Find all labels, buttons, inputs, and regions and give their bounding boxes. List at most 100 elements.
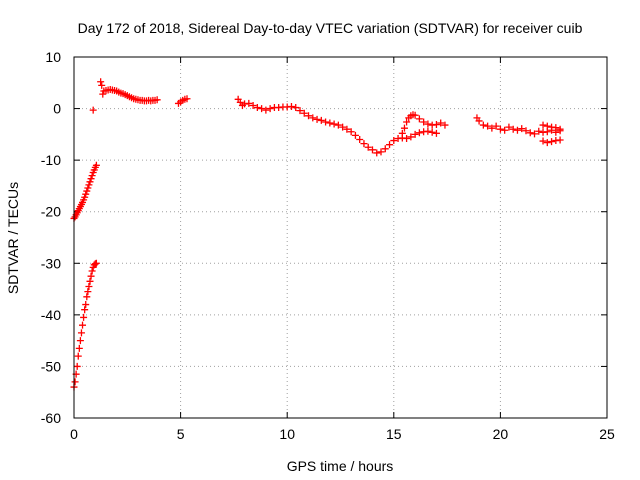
data-point: [373, 149, 381, 157]
data-point: [381, 145, 389, 153]
data-point: [398, 129, 406, 137]
y-tick-label: -60: [41, 410, 61, 426]
series-arc-4: [97, 78, 161, 105]
data-point: [296, 107, 304, 115]
ticks: 0 5 10 15 20 25 -60 -50 -40 -30 -20 -10 0 10: [41, 49, 615, 442]
data-point: [88, 172, 96, 180]
data-point: [249, 101, 257, 109]
series-arc-5: [174, 95, 191, 107]
data-point: [88, 267, 96, 275]
data-point: [76, 337, 84, 345]
data-point: [326, 119, 334, 127]
data-point: [424, 120, 432, 128]
data-point: [432, 129, 440, 137]
data-point: [543, 122, 551, 130]
x-tick-label: 0: [70, 426, 78, 442]
data-point: [334, 121, 342, 129]
data-point: [424, 127, 432, 135]
data-point: [428, 128, 436, 136]
data-point: [415, 115, 423, 123]
data-point: [556, 125, 564, 133]
y-tick-label: -30: [41, 255, 61, 271]
data-point: [245, 99, 253, 107]
data-points: [70, 78, 564, 391]
chart-title: Day 172 of 2018, Sidereal Day-to-day VTE…: [78, 20, 583, 36]
data-point: [390, 137, 398, 145]
data-point: [356, 136, 364, 144]
data-point: [509, 125, 517, 133]
data-point: [377, 148, 385, 156]
data-point: [89, 106, 97, 114]
series-arc-3: [89, 106, 97, 114]
data-point: [84, 184, 92, 192]
series-arc-7: [398, 111, 449, 137]
data-point: [292, 104, 300, 112]
data-point: [322, 118, 330, 126]
data-point: [153, 96, 161, 104]
data-point: [368, 146, 376, 154]
x-tick-label: 20: [493, 426, 509, 442]
series-arc-10: [539, 136, 564, 147]
data-point: [92, 161, 100, 169]
x-axis-label: GPS time / hours: [287, 458, 394, 474]
y-tick-label: -50: [41, 358, 61, 374]
data-point: [364, 143, 372, 151]
data-point: [82, 190, 90, 198]
data-point: [305, 112, 313, 120]
data-point: [97, 78, 105, 86]
x-tick-label: 15: [386, 426, 402, 442]
data-point: [415, 129, 423, 137]
data-point: [253, 104, 261, 112]
y-tick-label: -40: [41, 307, 61, 323]
data-point: [258, 105, 266, 113]
data-point: [484, 122, 492, 130]
x-tick-label: 5: [177, 426, 185, 442]
data-point: [85, 282, 93, 290]
series-arc-9: [539, 121, 564, 133]
data-point: [83, 187, 91, 195]
data-point: [407, 133, 415, 141]
data-point: [86, 178, 94, 186]
data-point: [475, 117, 483, 125]
x-tick-label: 25: [599, 426, 615, 442]
data-point: [183, 95, 191, 103]
series-arc-8: [473, 114, 564, 138]
data-point: [518, 125, 526, 133]
data-point: [411, 111, 419, 119]
data-point: [535, 127, 543, 135]
grid: [74, 57, 607, 418]
data-point: [83, 293, 91, 301]
y-tick-label: 0: [53, 101, 61, 117]
data-point: [266, 105, 274, 113]
data-point: [403, 134, 411, 142]
data-point: [99, 90, 107, 98]
data-point: [403, 118, 411, 126]
data-point: [81, 306, 89, 314]
data-point: [313, 115, 321, 123]
data-point: [74, 352, 82, 360]
data-point: [309, 114, 317, 122]
data-point: [360, 140, 368, 148]
y-tick-label: -10: [41, 152, 61, 168]
data-point: [92, 259, 100, 267]
data-point: [552, 124, 560, 132]
data-point: [543, 139, 551, 147]
data-point: [87, 272, 95, 280]
x-tick-label: 10: [279, 426, 295, 442]
data-point: [317, 116, 325, 124]
data-point: [339, 123, 347, 131]
data-point: [300, 109, 308, 117]
y-axis-label: SDTVAR / TECUs: [5, 182, 21, 294]
data-point: [77, 329, 85, 337]
data-point: [81, 193, 89, 201]
data-point: [496, 125, 504, 133]
data-point: [539, 121, 547, 129]
data-point: [548, 138, 556, 146]
data-point: [522, 127, 530, 135]
data-point: [400, 124, 408, 132]
data-point: [330, 120, 338, 128]
data-point: [79, 321, 87, 329]
